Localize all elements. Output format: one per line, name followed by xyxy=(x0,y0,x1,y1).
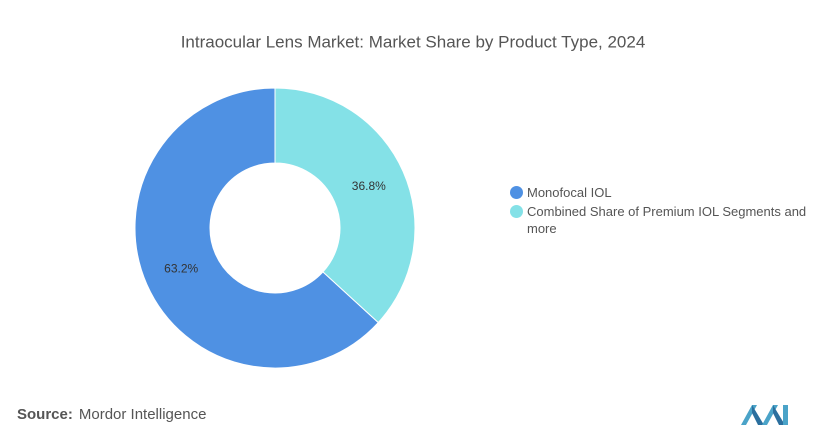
slice xyxy=(274,87,416,324)
chart-title: Intraocular Lens Market: Market Share by… xyxy=(181,32,646,51)
slice xyxy=(134,87,379,369)
legend: Monofocal IOL Combined Share of Premium I… xyxy=(508,184,808,239)
source-label: Source: xyxy=(17,406,73,423)
legend-item: Combined Share of Premium IOL Segments a… xyxy=(508,203,808,237)
value-label: 63.2% xyxy=(164,261,198,275)
value-label: 36.8% xyxy=(352,179,386,193)
legend-label: Monofocal IOL xyxy=(527,185,612,200)
legend-item: Monofocal IOL xyxy=(508,184,808,201)
logo xyxy=(741,405,788,425)
legend-label: Combined Share of Premium IOL Segments a… xyxy=(527,204,807,236)
source-text: Mordor Intelligence xyxy=(78,406,207,423)
legend-marker xyxy=(510,186,523,199)
legend-marker xyxy=(510,205,523,218)
source: Source: Mordor Intelligence xyxy=(17,406,206,423)
